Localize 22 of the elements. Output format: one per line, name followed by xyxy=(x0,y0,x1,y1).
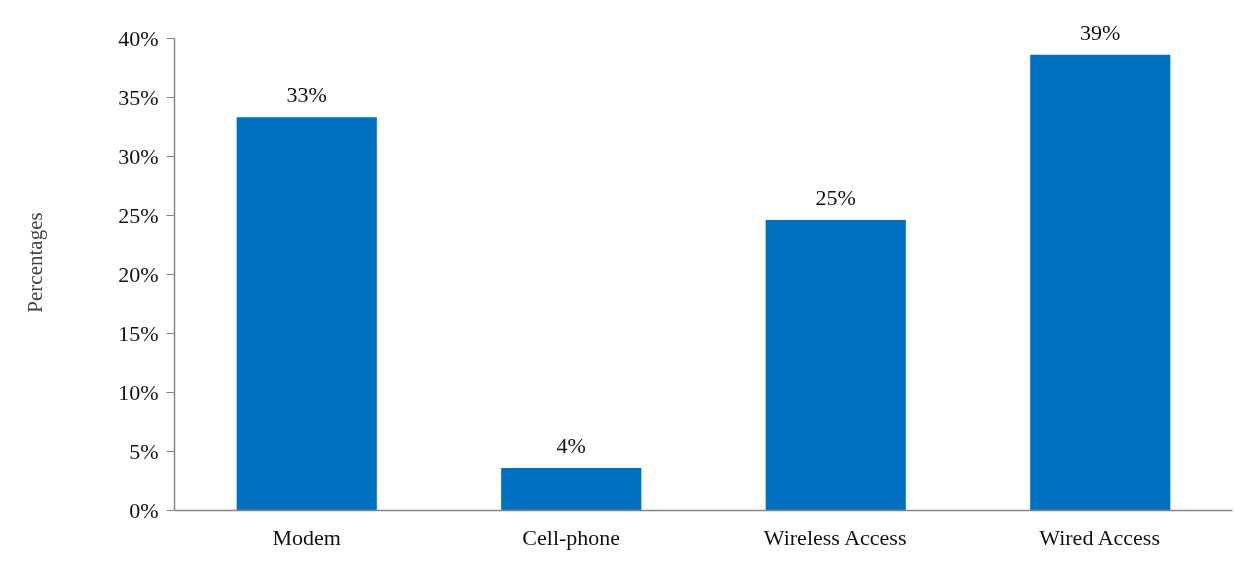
y-tick-label: 30% xyxy=(118,143,159,169)
bar xyxy=(501,467,642,511)
y-tick-label: 5% xyxy=(129,438,159,464)
y-axis-title: Percentages xyxy=(23,212,48,313)
bar xyxy=(1030,54,1171,511)
data-label: 4% xyxy=(556,432,586,458)
data-label: 33% xyxy=(286,82,327,108)
x-tick-label: Cell-phone xyxy=(522,524,621,550)
y-tick-label: 20% xyxy=(118,261,159,287)
x-tick-label: Wired Access xyxy=(1039,524,1160,550)
y-tick-label: 35% xyxy=(118,84,159,110)
y-tick-label: 40% xyxy=(118,25,159,51)
y-tick-label: 15% xyxy=(118,320,159,346)
y-tick-label: 0% xyxy=(129,498,159,523)
x-tick-label: Modem xyxy=(272,524,341,550)
data-label: 39% xyxy=(1080,19,1121,45)
y-tick-label: 25% xyxy=(118,202,159,228)
x-tick-label: Wireless Access xyxy=(763,524,907,550)
bar xyxy=(236,117,377,511)
y-tick-label: 10% xyxy=(118,379,159,405)
bar xyxy=(765,219,906,511)
data-label: 25% xyxy=(815,184,856,210)
